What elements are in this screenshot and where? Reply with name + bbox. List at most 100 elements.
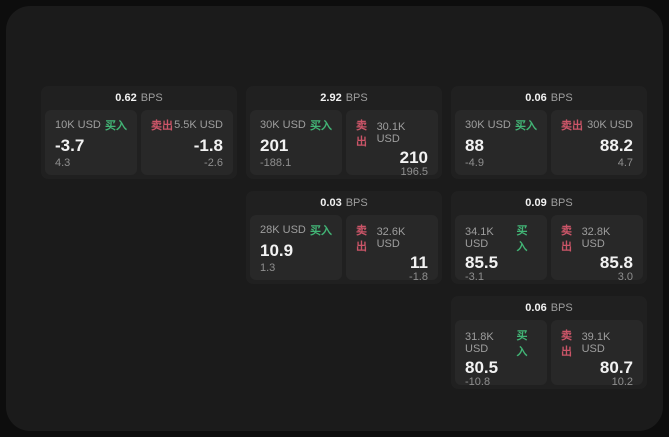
quote-panels: 10K USD 买入 -3.7 4.3 卖出 5.5K USD -1.8 -2.… bbox=[45, 110, 233, 175]
buy-size: 34.1K USD bbox=[465, 226, 494, 250]
sell-size: 32.6K USD bbox=[376, 226, 406, 250]
sell-side-tag: 卖出 bbox=[356, 225, 367, 253]
buy-side-tag: 买入 bbox=[105, 120, 127, 132]
bps-unit-label: BPS bbox=[550, 92, 573, 104]
buy-size: 10K USD bbox=[55, 119, 101, 131]
spread-value: 0.06 bbox=[525, 92, 547, 104]
sell-size: 39.1K USD bbox=[581, 331, 611, 355]
quote-card: 0.62 BPS 10K USD 买入 -3.7 4.3 卖出 5.5K USD… bbox=[41, 86, 237, 179]
buy-panel-top: 34.1K USD 买入 bbox=[465, 222, 537, 254]
buy-quote-panel[interactable]: 31.8K USD 买入 80.5 -10.8 bbox=[455, 320, 547, 388]
quote-panels: 30K USD 买入 201 -188.1 卖出 30.1K USD 210 1… bbox=[250, 110, 438, 178]
spread-header: 0.06 BPS bbox=[455, 86, 643, 110]
buy-quote-panel[interactable]: 10K USD 买入 -3.7 4.3 bbox=[45, 110, 137, 175]
sell-panel-top: 卖出 32.8K USD bbox=[561, 222, 633, 254]
sell-size: 30.1K USD bbox=[376, 121, 406, 145]
buy-panel-top: 31.8K USD 买入 bbox=[465, 327, 537, 359]
sell-price: 210 bbox=[399, 148, 428, 167]
buy-size: 28K USD bbox=[260, 224, 306, 236]
quote-panels: 34.1K USD 买入 85.5 -3.1 卖出 32.8K USD 85.8… bbox=[455, 215, 643, 283]
buy-size: 31.8K USD bbox=[465, 331, 494, 355]
buy-side-tag: 买入 bbox=[516, 225, 528, 253]
sell-delta: -1.8 bbox=[409, 271, 428, 283]
buy-panel-top: 30K USD 买入 bbox=[260, 117, 332, 133]
buy-quote-panel[interactable]: 30K USD 买入 201 -188.1 bbox=[250, 110, 342, 175]
sell-side-tag: 卖出 bbox=[561, 330, 572, 358]
sell-side-tag: 卖出 bbox=[561, 120, 583, 132]
sell-side-tag: 卖出 bbox=[561, 225, 572, 253]
buy-delta: 1.3 bbox=[260, 262, 276, 274]
sell-panel-top: 卖出 32.6K USD bbox=[356, 222, 428, 254]
buy-side-tag: 买入 bbox=[516, 330, 528, 358]
sell-quote-panel[interactable]: 卖出 32.8K USD 85.8 3.0 bbox=[551, 215, 643, 283]
buy-price: 85.5 bbox=[465, 253, 499, 272]
spread-value: 0.03 bbox=[320, 197, 342, 209]
quote-card: 2.92 BPS 30K USD 买入 201 -188.1 卖出 30.1K … bbox=[246, 86, 442, 179]
quote-panels: 31.8K USD 买入 80.5 -10.8 卖出 39.1K USD 80.… bbox=[455, 320, 643, 388]
bps-unit-label: BPS bbox=[140, 92, 163, 104]
sell-size: 30K USD bbox=[587, 119, 633, 131]
sell-quote-panel[interactable]: 卖出 32.6K USD 11 -1.8 bbox=[346, 215, 438, 283]
spread-value: 0.09 bbox=[525, 197, 547, 209]
buy-price: 10.9 bbox=[260, 240, 294, 260]
buy-price: 88 bbox=[465, 135, 484, 155]
spread-header: 0.06 BPS bbox=[455, 296, 643, 320]
sell-price: 88.2 bbox=[599, 135, 633, 155]
sell-quote-panel[interactable]: 卖出 5.5K USD -1.8 -2.6 bbox=[141, 110, 233, 175]
buy-quote-panel[interactable]: 28K USD 买入 10.9 1.3 bbox=[250, 215, 342, 280]
buy-price: 201 bbox=[260, 135, 289, 155]
buy-delta: -188.1 bbox=[260, 157, 292, 169]
sell-panel-top: 卖出 30.1K USD bbox=[356, 117, 428, 149]
sell-delta: 4.7 bbox=[617, 157, 633, 169]
sell-price: 85.8 bbox=[599, 253, 633, 272]
buy-panel-top: 30K USD 买入 bbox=[465, 117, 537, 133]
bps-unit-label: BPS bbox=[550, 302, 573, 314]
quote-card: 0.06 BPS 31.8K USD 买入 80.5 -10.8 卖出 39.1… bbox=[451, 296, 647, 389]
sell-price: -1.8 bbox=[193, 135, 223, 155]
bps-unit-label: BPS bbox=[345, 197, 368, 209]
buy-price: 80.5 bbox=[465, 358, 499, 377]
spread-header: 0.03 BPS bbox=[250, 191, 438, 215]
spread-value: 0.62 bbox=[115, 92, 137, 104]
quote-card: 0.03 BPS 28K USD 买入 10.9 1.3 卖出 32.6K US… bbox=[246, 191, 442, 284]
buy-quote-panel[interactable]: 30K USD 买入 88 -4.9 bbox=[455, 110, 547, 175]
buy-side-tag: 买入 bbox=[515, 120, 537, 132]
sell-side-tag: 卖出 bbox=[356, 120, 367, 148]
buy-delta: -10.8 bbox=[465, 376, 491, 388]
bps-unit-label: BPS bbox=[345, 92, 368, 104]
app-window: 0.62 BPS 10K USD 买入 -3.7 4.3 卖出 5.5K USD… bbox=[6, 6, 663, 431]
sell-side-tag: 卖出 bbox=[151, 120, 173, 132]
spread-value: 2.92 bbox=[320, 92, 342, 104]
buy-price: -3.7 bbox=[55, 135, 85, 155]
spread-header: 0.09 BPS bbox=[455, 191, 643, 215]
sell-quote-panel[interactable]: 卖出 30K USD 88.2 4.7 bbox=[551, 110, 643, 175]
quote-card: 0.06 BPS 30K USD 买入 88 -4.9 卖出 30K USD 8… bbox=[451, 86, 647, 179]
spread-header: 2.92 BPS bbox=[250, 86, 438, 110]
buy-delta: -3.1 bbox=[465, 271, 484, 283]
sell-delta: 10.2 bbox=[611, 376, 633, 388]
sell-panel-top: 卖出 5.5K USD bbox=[151, 117, 223, 133]
sell-price: 80.7 bbox=[599, 358, 633, 377]
sell-delta: 196.5 bbox=[400, 166, 428, 178]
quote-panels: 30K USD 买入 88 -4.9 卖出 30K USD 88.2 4.7 bbox=[455, 110, 643, 175]
quote-panels: 28K USD 买入 10.9 1.3 卖出 32.6K USD 11 -1.8 bbox=[250, 215, 438, 283]
sell-panel-top: 卖出 30K USD bbox=[561, 117, 633, 133]
spread-value: 0.06 bbox=[525, 302, 547, 314]
buy-side-tag: 买入 bbox=[310, 120, 332, 132]
buy-panel-top: 28K USD 买入 bbox=[260, 222, 332, 238]
bps-unit-label: BPS bbox=[550, 197, 573, 209]
spread-header: 0.62 BPS bbox=[45, 86, 233, 110]
buy-size: 30K USD bbox=[260, 119, 306, 131]
sell-size: 5.5K USD bbox=[174, 119, 223, 131]
sell-delta: -2.6 bbox=[204, 157, 223, 169]
quote-grid: 0.62 BPS 10K USD 买入 -3.7 4.3 卖出 5.5K USD… bbox=[41, 86, 647, 389]
buy-delta: -4.9 bbox=[465, 157, 484, 169]
sell-price: 11 bbox=[410, 253, 428, 272]
sell-quote-panel[interactable]: 卖出 30.1K USD 210 196.5 bbox=[346, 110, 438, 178]
sell-quote-panel[interactable]: 卖出 39.1K USD 80.7 10.2 bbox=[551, 320, 643, 388]
sell-panel-top: 卖出 39.1K USD bbox=[561, 327, 633, 359]
quote-card: 0.09 BPS 34.1K USD 买入 85.5 -3.1 卖出 32.8K… bbox=[451, 191, 647, 284]
buy-delta: 4.3 bbox=[55, 157, 71, 169]
buy-side-tag: 买入 bbox=[310, 225, 332, 237]
buy-quote-panel[interactable]: 34.1K USD 买入 85.5 -3.1 bbox=[455, 215, 547, 283]
